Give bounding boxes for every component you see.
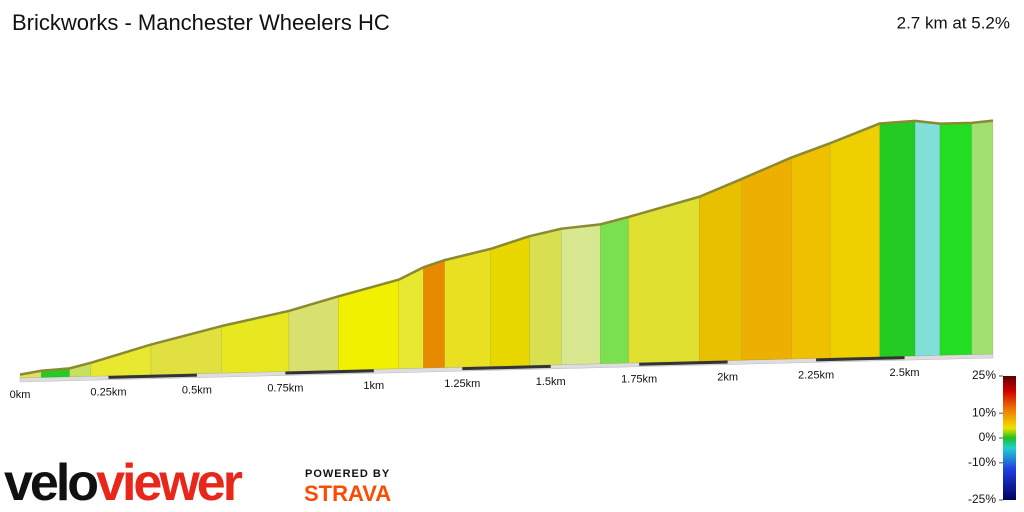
x-tick — [462, 364, 551, 371]
segment — [628, 196, 700, 364]
x-tick-label: 0.75km — [267, 382, 303, 394]
powered-by: POWERED BY — [305, 468, 390, 480]
legend-tick-label: 10% — [972, 405, 996, 419]
x-tick-label: 1.25km — [444, 378, 480, 390]
segment — [490, 235, 530, 367]
legend-tick-label: -25% — [968, 492, 996, 506]
x-tick-label: 1.5km — [536, 376, 566, 388]
segment — [561, 224, 601, 365]
x-tick-label: 0.25km — [90, 387, 126, 399]
segment — [699, 178, 743, 362]
legend-tick-label: 25% — [972, 368, 996, 382]
segment — [599, 216, 629, 364]
x-tick — [816, 356, 905, 362]
profile-ridge — [19, 119, 994, 376]
segment — [879, 120, 916, 358]
x-tick-label: 1.75km — [621, 374, 657, 386]
segment — [939, 122, 973, 356]
segment — [741, 157, 792, 361]
x-tick — [285, 369, 374, 375]
segment — [914, 120, 941, 357]
segment — [529, 228, 562, 366]
chart-title: Brickworks - Manchester Wheelers HC — [12, 10, 390, 35]
segment — [791, 142, 831, 360]
segment — [971, 120, 994, 355]
segment — [829, 123, 881, 359]
summary: 2.7 km at 5.2% — [897, 13, 1010, 32]
x-tick-label: 0.5km — [182, 385, 212, 397]
x-tick-label: 1km — [363, 380, 384, 392]
segment — [150, 325, 222, 376]
x-tick — [639, 360, 728, 366]
x-tick — [108, 373, 197, 379]
legend-tick-label: -10% — [968, 455, 996, 469]
segment — [398, 266, 424, 369]
segment — [423, 259, 445, 369]
segment — [444, 248, 491, 368]
segment — [221, 310, 290, 374]
x-tick-label: 0km — [10, 389, 31, 401]
x-tick-label: 2.5km — [890, 367, 920, 379]
strava: STRAVA — [304, 481, 391, 506]
x-tick-label: 2.25km — [798, 369, 834, 381]
x-tick-label: 2km — [717, 371, 738, 383]
logo: veloviewer — [4, 454, 243, 512]
legend-tick-label: 0% — [979, 430, 997, 444]
gradient-scale — [1003, 376, 1016, 500]
